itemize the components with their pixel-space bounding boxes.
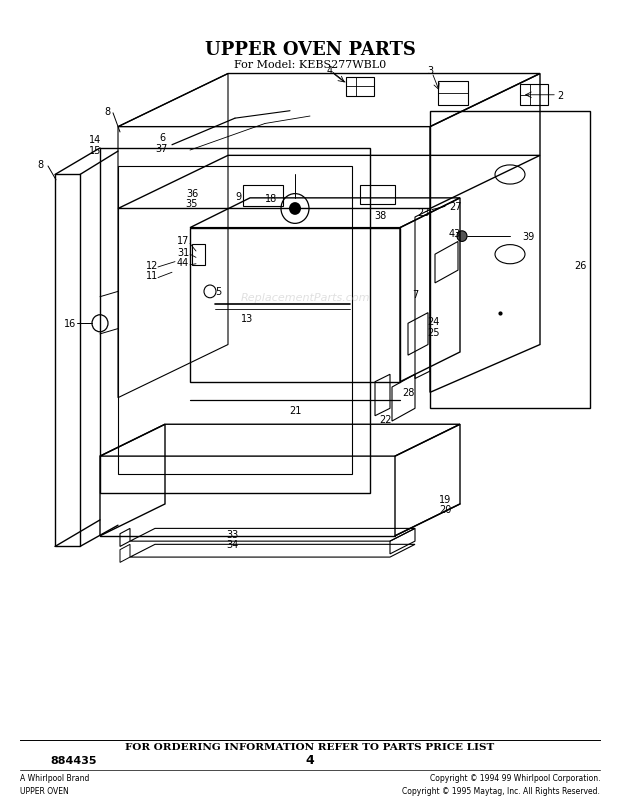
Text: 16: 16 (64, 319, 76, 329)
Text: A Whirlpool Brand
UPPER OVEN: A Whirlpool Brand UPPER OVEN (20, 773, 89, 795)
Text: 27: 27 (449, 202, 461, 212)
Text: 36: 36 (186, 188, 198, 198)
Circle shape (457, 232, 467, 242)
Text: 25: 25 (427, 327, 439, 338)
Text: 884435: 884435 (50, 755, 97, 765)
Text: 38: 38 (374, 211, 386, 221)
Text: 22: 22 (379, 415, 391, 424)
Text: 35: 35 (186, 199, 198, 209)
Text: 4: 4 (327, 67, 333, 76)
Text: FOR ORDERING INFORMATION REFER TO PARTS PRICE LIST: FOR ORDERING INFORMATION REFER TO PARTS … (125, 743, 495, 751)
Text: 43: 43 (449, 229, 461, 239)
Text: UPPER OVEN PARTS: UPPER OVEN PARTS (205, 41, 415, 59)
Text: 3: 3 (427, 67, 433, 76)
Text: 18: 18 (265, 193, 277, 204)
Text: 13: 13 (241, 314, 253, 323)
Text: 12: 12 (146, 261, 158, 270)
Text: 4: 4 (306, 753, 314, 767)
Text: 15: 15 (89, 146, 101, 156)
Text: 44: 44 (177, 257, 189, 267)
Text: 9: 9 (235, 192, 241, 201)
Text: 2: 2 (557, 91, 563, 100)
Text: 14: 14 (89, 136, 101, 145)
Text: For Model: KEBS277WBL0: For Model: KEBS277WBL0 (234, 60, 386, 70)
Text: 8: 8 (104, 107, 110, 116)
Text: 37: 37 (156, 144, 168, 154)
Text: 8: 8 (37, 160, 43, 170)
Text: 34: 34 (226, 540, 238, 549)
Text: Copyright © 1994 99 Whirlpool Corporation.
Copyright © 1995 Maytag, Inc. All Rig: Copyright © 1994 99 Whirlpool Corporatio… (402, 773, 600, 795)
Bar (243, 186, 283, 207)
Text: 7: 7 (412, 290, 418, 299)
Text: 11: 11 (146, 271, 158, 281)
Text: 28: 28 (402, 388, 414, 398)
Text: 6: 6 (159, 133, 165, 143)
Circle shape (289, 203, 301, 216)
Text: 26: 26 (574, 261, 586, 270)
Text: 31: 31 (177, 248, 189, 257)
Text: ReplacementParts.com: ReplacementParts.com (241, 293, 370, 302)
Text: 33: 33 (226, 529, 238, 539)
Text: 19: 19 (439, 494, 451, 504)
Text: 17: 17 (177, 236, 189, 246)
Text: 20: 20 (439, 504, 451, 515)
Text: 5: 5 (215, 287, 221, 297)
Text: 21: 21 (289, 406, 301, 416)
Text: 23: 23 (417, 208, 429, 217)
Text: 39: 39 (522, 232, 534, 242)
Text: 24: 24 (427, 317, 439, 326)
Bar (360, 186, 395, 205)
